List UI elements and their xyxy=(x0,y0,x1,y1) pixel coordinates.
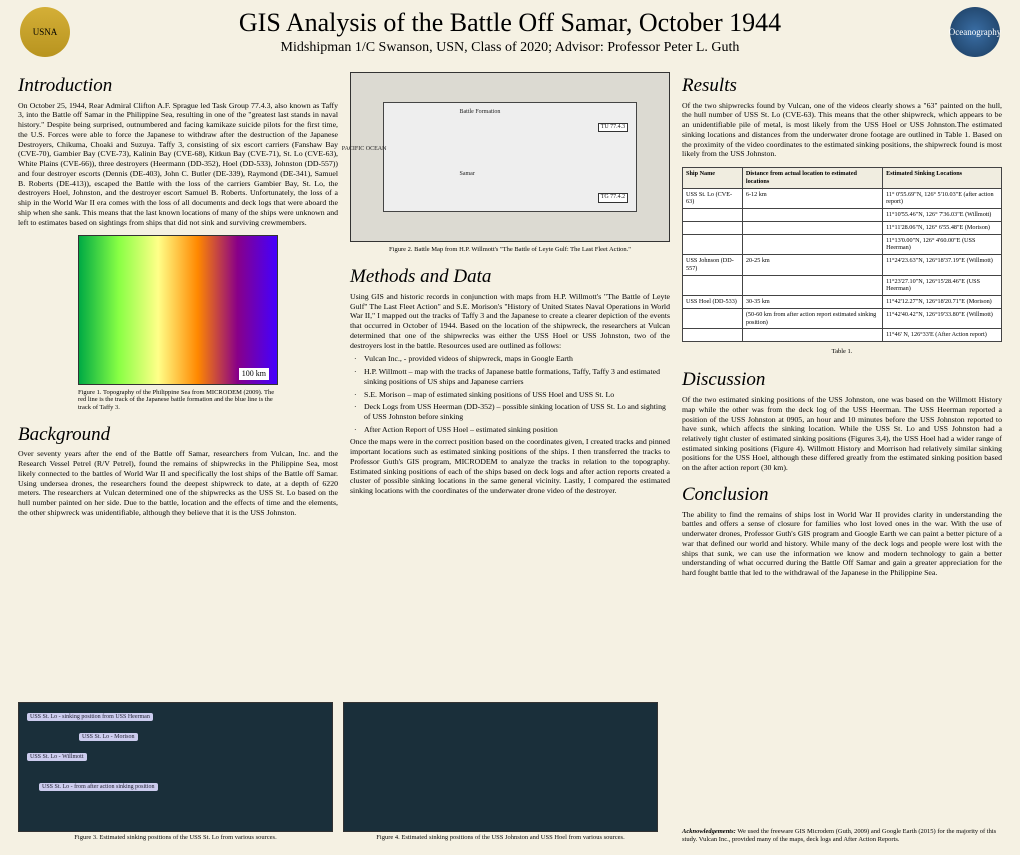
intro-body: On October 25, 1944, Rear Admiral Clifto… xyxy=(18,101,338,228)
td: 11°13'0.00"N, 126° 4'60.00"E (USS Heerma… xyxy=(883,234,1002,255)
methods-outro: Once the maps were in the correct positi… xyxy=(350,437,670,495)
td xyxy=(683,329,743,342)
td xyxy=(742,329,882,342)
discussion-body: Of the two estimated sinking positions o… xyxy=(682,395,1002,473)
table-1-caption: Table 1. xyxy=(682,348,1002,356)
map-label-tu7743: TU 77.4.3 xyxy=(598,123,629,133)
figure-2-caption: Figure 2. Battle Map from H.P. Willmott'… xyxy=(350,246,670,253)
methods-intro: Using GIS and historic records in conjun… xyxy=(350,292,670,350)
td xyxy=(683,275,743,296)
conclusion-heading: Conclusion xyxy=(682,483,1002,507)
td xyxy=(742,275,882,296)
td: 11°11'28.06"N, 126° 6'55.48"E (Morison) xyxy=(883,221,1002,234)
td xyxy=(683,209,743,222)
discussion-heading: Discussion xyxy=(682,368,1002,392)
td: 6-12 km xyxy=(742,188,882,209)
td xyxy=(742,234,882,255)
td: 11°42'12.27"N, 126°18'20.71"E (Morison) xyxy=(883,296,1002,309)
td: USS Johnson (DD-557) xyxy=(683,255,743,276)
figure-2-battlemap: PACIFIC OCEAN TU 77.4.3 TG 77.4.2 Samar … xyxy=(350,72,670,242)
methods-bullets: Vulcan Inc., - provided videos of shipwr… xyxy=(350,354,670,437)
background-heading: Background xyxy=(18,423,338,447)
figure-4-caption: Figure 4. Estimated sinking positions of… xyxy=(343,834,658,841)
bullet-item: Deck Logs from USS Heerman (DD-352) – po… xyxy=(364,402,670,421)
td: 11° 0'55.69"N, 126° 5'10.03"E (after act… xyxy=(883,188,1002,209)
conclusion-body: The ability to find the remains of ships… xyxy=(682,510,1002,578)
figure-3-map: USS St. Lo - sinking position from USS H… xyxy=(18,702,333,832)
column-right: Results Of the two shipwrecks found by V… xyxy=(682,68,1002,582)
td: 20-25 km xyxy=(742,255,882,276)
map-pin-label: USS St. Lo - Morison xyxy=(79,733,138,741)
results-body: Of the two shipwrecks found by Vulcan, o… xyxy=(682,101,1002,159)
results-heading: Results xyxy=(682,74,1002,98)
th: Ship Name xyxy=(683,168,743,189)
acknowledgements: Acknowledgements: We used the freeware G… xyxy=(682,828,1002,843)
th: Estimated Sinking Locations xyxy=(883,168,1002,189)
td: USS Hoel (DD-533) xyxy=(683,296,743,309)
td: 11°42'40.42"N, 126°19'33.80"E (Willmott) xyxy=(883,308,1002,329)
background-body: Over seventy years after the end of the … xyxy=(18,449,338,517)
map-label-samar: Samar xyxy=(460,171,475,179)
bullet-item: S.E. Morison – map of estimated sinking … xyxy=(364,390,670,400)
subtitle: Midshipman 1/C Swanson, USN, Class of 20… xyxy=(239,40,781,56)
map-pin-label: USS St. Lo - Willmott xyxy=(27,753,87,761)
td xyxy=(683,308,743,329)
header: USNA GIS Analysis of the Battle Off Sama… xyxy=(0,0,1020,62)
map-label-ocean: PACIFIC OCEAN xyxy=(342,146,387,154)
td: 11°24'23.63"N, 126°18'37.19"E (Willmott) xyxy=(883,255,1002,276)
td: 11°10'55.46"N, 126° 7'36.03"E (Willmott) xyxy=(883,209,1002,222)
bottom-figures: USS St. Lo - sinking position from USS H… xyxy=(18,698,658,847)
td xyxy=(742,209,882,222)
td xyxy=(683,234,743,255)
methods-heading: Methods and Data xyxy=(350,265,670,289)
figure-4-wrap: Figure 4. Estimated sinking positions of… xyxy=(343,698,658,847)
column-left: Introduction On October 25, 1944, Rear A… xyxy=(18,68,338,582)
td: 11°23'27.10"N, 126°15'28.46"E (USS Heerm… xyxy=(883,275,1002,296)
td xyxy=(683,221,743,234)
td: (50-60 km from after action report estim… xyxy=(742,308,882,329)
map-pin-label: USS St. Lo - from after action sinking p… xyxy=(39,783,158,791)
bullet-item: After Action Report of USS Hoel – estima… xyxy=(364,425,670,435)
oceanography-crest-icon: Oceanography xyxy=(950,7,1000,57)
figure-1-topography xyxy=(78,235,278,385)
figure-4-map xyxy=(343,702,658,832)
intro-heading: Introduction xyxy=(18,74,338,98)
map-pin-label: USS St. Lo - sinking position from USS H… xyxy=(27,713,153,721)
ack-label: Acknowledgements: xyxy=(682,828,736,835)
map-label-battleform: Battle Formation xyxy=(460,109,501,117)
figure-1-caption: Figure 1. Topography of the Philippine S… xyxy=(18,389,338,410)
title-block: GIS Analysis of the Battle Off Samar, Oc… xyxy=(239,8,781,56)
table-1: Ship Name Distance from actual location … xyxy=(682,167,1002,342)
td xyxy=(742,221,882,234)
figure-3-caption: Figure 3. Estimated sinking positions of… xyxy=(18,834,333,841)
usna-crest-icon: USNA xyxy=(20,7,70,57)
bullet-item: H.P. Willmott – map with the tracks of J… xyxy=(364,367,670,386)
figure-3-wrap: USS St. Lo - sinking position from USS H… xyxy=(18,698,333,847)
td: 30-35 km xyxy=(742,296,882,309)
content-grid: Introduction On October 25, 1944, Rear A… xyxy=(0,62,1020,590)
bullet-item: Vulcan Inc., - provided videos of shipwr… xyxy=(364,354,670,364)
page-title: GIS Analysis of the Battle Off Samar, Oc… xyxy=(239,8,781,38)
td: 11°46' N, 126°33'E (After Action report) xyxy=(883,329,1002,342)
map-label-tg7742: TG 77.4.2 xyxy=(598,193,629,203)
td: USS St. Lo (CVE-63) xyxy=(683,188,743,209)
th: Distance from actual location to estimat… xyxy=(742,168,882,189)
column-center: PACIFIC OCEAN TU 77.4.3 TG 77.4.2 Samar … xyxy=(350,68,670,582)
